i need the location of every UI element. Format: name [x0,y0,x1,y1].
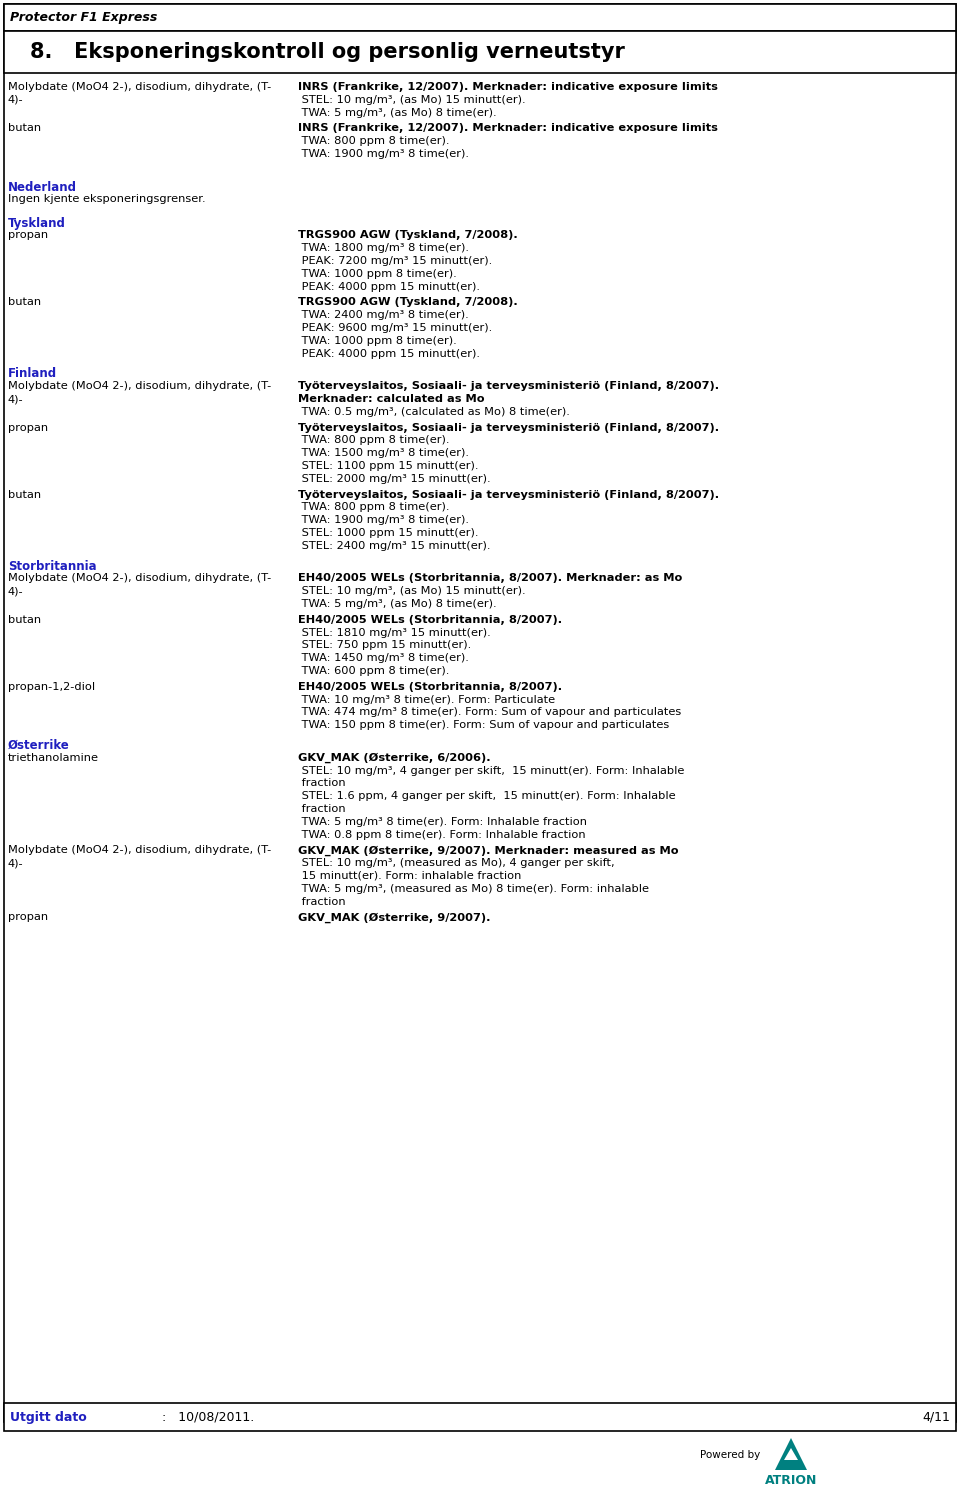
Text: STEL: 2400 mg/m³ 15 minutt(er).: STEL: 2400 mg/m³ 15 minutt(er). [298,541,491,550]
Text: propan: propan [8,422,48,433]
Text: propan: propan [8,230,48,240]
Text: STEL: 2000 mg/m³ 15 minutt(er).: STEL: 2000 mg/m³ 15 minutt(er). [298,473,491,484]
Text: Powered by: Powered by [700,1450,760,1459]
Text: Nederland: Nederland [8,180,77,194]
Text: TRGS900 AGW (Tyskland, 7/2008).: TRGS900 AGW (Tyskland, 7/2008). [298,230,517,240]
Text: 4)-: 4)- [8,858,24,869]
Text: TWA: 1900 mg/m³ 8 time(er).: TWA: 1900 mg/m³ 8 time(er). [298,149,469,159]
Text: Työterveyslaitos, Sosiaali- ja terveysministeriö (Finland, 8/2007).: Työterveyslaitos, Sosiaali- ja terveysmi… [298,422,719,433]
Text: STEL: 10 mg/m³, (measured as Mo), 4 ganger per skift,: STEL: 10 mg/m³, (measured as Mo), 4 gang… [298,858,614,869]
Text: STEL: 10 mg/m³, (as Mo) 15 minutt(er).: STEL: 10 mg/m³, (as Mo) 15 minutt(er). [298,95,526,105]
Text: fraction: fraction [298,804,346,815]
Text: butan: butan [8,123,41,134]
Text: TWA: 5 mg/m³, (as Mo) 8 time(er).: TWA: 5 mg/m³, (as Mo) 8 time(er). [298,600,496,609]
Text: triethanolamine: triethanolamine [8,753,99,764]
Text: Ingen kjente eksponeringsgrenser.: Ingen kjente eksponeringsgrenser. [8,194,205,204]
Text: Tyskland: Tyskland [8,216,66,230]
Text: EH40/2005 WELs (Storbritannia, 8/2007).: EH40/2005 WELs (Storbritannia, 8/2007). [298,615,563,625]
Text: GKV_MAK (Østerrike, 9/2007).: GKV_MAK (Østerrike, 9/2007). [298,912,491,923]
Text: fraction: fraction [298,897,346,906]
Text: Työterveyslaitos, Sosiaali- ja terveysministeriö (Finland, 8/2007).: Työterveyslaitos, Sosiaali- ja terveysmi… [298,382,719,391]
Text: 4)-: 4)- [8,586,24,597]
Text: GKV_MAK (Østerrike, 9/2007). Merknader: measured as Mo: GKV_MAK (Østerrike, 9/2007). Merknader: … [298,845,679,855]
Text: TWA: 5 mg/m³ 8 time(er). Form: Inhalable fraction: TWA: 5 mg/m³ 8 time(er). Form: Inhalable… [298,816,587,827]
Text: ATRION: ATRION [765,1474,817,1486]
Bar [4,5,956,32]
Text: TWA: 1800 mg/m³ 8 time(er).: TWA: 1800 mg/m³ 8 time(er). [298,243,469,253]
Text: Molybdate (MoO4 2-), disodium, dihydrate, (T-: Molybdate (MoO4 2-), disodium, dihydrate… [8,574,272,583]
Bar [4,32,956,74]
Polygon shape [775,1438,807,1470]
Text: TWA: 10 mg/m³ 8 time(er). Form: Particulate: TWA: 10 mg/m³ 8 time(er). Form: Particul… [298,694,555,705]
Text: TWA: 800 ppm 8 time(er).: TWA: 800 ppm 8 time(er). [298,436,449,445]
Text: 4/11: 4/11 [923,1410,950,1423]
Text: TWA: 1450 mg/m³ 8 time(er).: TWA: 1450 mg/m³ 8 time(er). [298,654,468,663]
Text: propan-1,2-diol: propan-1,2-diol [8,682,95,691]
Text: TWA: 2400 mg/m³ 8 time(er).: TWA: 2400 mg/m³ 8 time(er). [298,310,468,320]
Text: PEAK: 7200 mg/m³ 15 minutt(er).: PEAK: 7200 mg/m³ 15 minutt(er). [298,256,492,266]
Text: Molybdate (MoO4 2-), disodium, dihydrate, (T-: Molybdate (MoO4 2-), disodium, dihydrate… [8,83,272,92]
Text: butan: butan [8,615,41,625]
Text: TWA: 600 ppm 8 time(er).: TWA: 600 ppm 8 time(er). [298,666,449,676]
Text: EH40/2005 WELs (Storbritannia, 8/2007). Merknader: as Mo: EH40/2005 WELs (Storbritannia, 8/2007). … [298,574,683,583]
Text: butan: butan [8,490,41,499]
Text: TWA: 1000 ppm 8 time(er).: TWA: 1000 ppm 8 time(er). [298,269,457,278]
Text: STEL: 1810 mg/m³ 15 minutt(er).: STEL: 1810 mg/m³ 15 minutt(er). [298,628,491,637]
Text: butan: butan [8,298,41,308]
Text: TWA: 474 mg/m³ 8 time(er). Form: Sum of vapour and particulates: TWA: 474 mg/m³ 8 time(er). Form: Sum of … [298,708,682,717]
Text: 8.   Eksponeringskontroll og personlig verneutstyr: 8. Eksponeringskontroll og personlig ver… [30,42,625,62]
Text: Utgitt dato: Utgitt dato [10,1410,86,1423]
Text: propan: propan [8,912,48,923]
Text: 4)-: 4)- [8,95,24,105]
Text: TWA: 5 mg/m³, (measured as Mo) 8 time(er). Form: inhalable: TWA: 5 mg/m³, (measured as Mo) 8 time(er… [298,884,649,894]
Text: Molybdate (MoO4 2-), disodium, dihydrate, (T-: Molybdate (MoO4 2-), disodium, dihydrate… [8,845,272,855]
Text: TWA: 5 mg/m³, (as Mo) 8 time(er).: TWA: 5 mg/m³, (as Mo) 8 time(er). [298,108,496,117]
Text: :   10/08/2011.: : 10/08/2011. [150,1410,254,1423]
Text: Finland: Finland [8,367,58,380]
Text: PEAK: 4000 ppm 15 minutt(er).: PEAK: 4000 ppm 15 minutt(er). [298,349,480,359]
Text: Molybdate (MoO4 2-), disodium, dihydrate, (T-: Molybdate (MoO4 2-), disodium, dihydrate… [8,382,272,391]
Text: Työterveyslaitos, Sosiaali- ja terveysministeriö (Finland, 8/2007).: Työterveyslaitos, Sosiaali- ja terveysmi… [298,490,719,499]
Text: PEAK: 9600 mg/m³ 15 minutt(er).: PEAK: 9600 mg/m³ 15 minutt(er). [298,323,492,334]
Text: EH40/2005 WELs (Storbritannia, 8/2007).: EH40/2005 WELs (Storbritannia, 8/2007). [298,682,563,691]
Text: PEAK: 4000 ppm 15 minutt(er).: PEAK: 4000 ppm 15 minutt(er). [298,281,480,292]
Text: STEL: 10 mg/m³, 4 ganger per skift,  15 minutt(er). Form: Inhalable: STEL: 10 mg/m³, 4 ganger per skift, 15 m… [298,765,684,776]
Text: STEL: 10 mg/m³, (as Mo) 15 minutt(er).: STEL: 10 mg/m³, (as Mo) 15 minutt(er). [298,586,526,597]
Polygon shape [784,1447,798,1459]
Text: STEL: 1100 ppm 15 minutt(er).: STEL: 1100 ppm 15 minutt(er). [298,461,478,470]
Text: TWA: 0.5 mg/m³, (calculated as Mo) 8 time(er).: TWA: 0.5 mg/m³, (calculated as Mo) 8 tim… [298,407,570,416]
Text: TWA: 800 ppm 8 time(er).: TWA: 800 ppm 8 time(er). [298,502,449,513]
Text: TWA: 1000 ppm 8 time(er).: TWA: 1000 ppm 8 time(er). [298,335,457,346]
Text: TRGS900 AGW (Tyskland, 7/2008).: TRGS900 AGW (Tyskland, 7/2008). [298,298,517,308]
Text: 15 minutt(er). Form: inhalable fraction: 15 minutt(er). Form: inhalable fraction [298,872,521,881]
Text: TWA: 0.8 ppm 8 time(er). Form: Inhalable fraction: TWA: 0.8 ppm 8 time(er). Form: Inhalable… [298,830,586,840]
Text: GKV_MAK (Østerrike, 6/2006).: GKV_MAK (Østerrike, 6/2006). [298,753,491,764]
Text: TWA: 1500 mg/m³ 8 time(er).: TWA: 1500 mg/m³ 8 time(er). [298,448,469,458]
Text: INRS (Frankrike, 12/2007). Merknader: indicative exposure limits: INRS (Frankrike, 12/2007). Merknader: in… [298,123,718,134]
Text: TWA: 1900 mg/m³ 8 time(er).: TWA: 1900 mg/m³ 8 time(er). [298,516,469,525]
Text: Østerrike: Østerrike [8,739,70,752]
Text: fraction: fraction [298,779,346,789]
Text: 4)-: 4)- [8,394,24,404]
Text: Storbritannia: Storbritannia [8,559,97,573]
Text: TWA: 800 ppm 8 time(er).: TWA: 800 ppm 8 time(er). [298,137,449,146]
Text: Protector F1 Express: Protector F1 Express [10,11,157,24]
Text: TWA: 150 ppm 8 time(er). Form: Sum of vapour and particulates: TWA: 150 ppm 8 time(er). Form: Sum of va… [298,720,669,730]
Text: Merknader: calculated as Mo: Merknader: calculated as Mo [298,394,485,404]
Text: STEL: 750 ppm 15 minutt(er).: STEL: 750 ppm 15 minutt(er). [298,640,471,651]
Text: STEL: 1.6 ppm, 4 ganger per skift,  15 minutt(er). Form: Inhalable: STEL: 1.6 ppm, 4 ganger per skift, 15 mi… [298,791,676,801]
Text: INRS (Frankrike, 12/2007). Merknader: indicative exposure limits: INRS (Frankrike, 12/2007). Merknader: in… [298,83,718,92]
Text: STEL: 1000 ppm 15 minutt(er).: STEL: 1000 ppm 15 minutt(er). [298,528,478,538]
Bar [4,1402,956,1431]
